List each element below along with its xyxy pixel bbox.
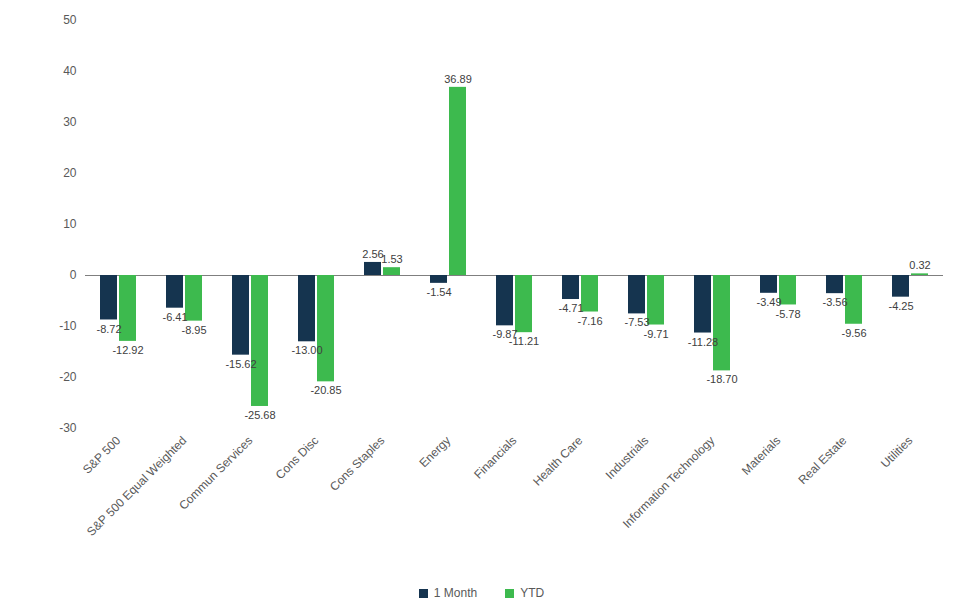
svg-text:Energy: Energy xyxy=(417,433,454,470)
svg-text:S&P 500 Equal Weighted: S&P 500 Equal Weighted xyxy=(84,433,189,538)
svg-text:10: 10 xyxy=(63,217,77,231)
svg-text:S&P 500: S&P 500 xyxy=(80,433,123,476)
svg-text:-15.62: -15.62 xyxy=(225,358,256,370)
svg-text:-13.00: -13.00 xyxy=(291,344,322,356)
svg-text:0: 0 xyxy=(70,268,77,282)
svg-text:-7.16: -7.16 xyxy=(577,315,602,327)
svg-text:-12.92: -12.92 xyxy=(112,344,143,356)
svg-text:-9.56: -9.56 xyxy=(841,327,866,339)
svg-text:50: 50 xyxy=(63,13,77,27)
svg-text:-11.28: -11.28 xyxy=(688,336,718,348)
svg-text:-30: -30 xyxy=(59,421,77,435)
svg-text:Cons Staples: Cons Staples xyxy=(327,433,387,493)
svg-text:Commun Services: Commun Services xyxy=(176,433,255,512)
svg-text:30: 30 xyxy=(63,115,77,129)
svg-text:Materials: Materials xyxy=(739,433,783,477)
svg-text:-4.25: -4.25 xyxy=(888,300,913,312)
svg-text:Financials: Financials xyxy=(471,433,519,481)
svg-text:Utilities: Utilities xyxy=(878,433,915,470)
svg-text:Health Care: Health Care xyxy=(530,433,585,488)
svg-text:-8.95: -8.95 xyxy=(181,324,206,336)
svg-text:Information Technology: Information Technology xyxy=(620,433,717,530)
svg-text:-9.87: -9.87 xyxy=(492,328,518,341)
svg-text:-4.71: -4.71 xyxy=(558,302,583,314)
svg-text:-20.85: -20.85 xyxy=(310,384,341,396)
html-text:YTD: YTD xyxy=(520,586,545,600)
svg-text:-20: -20 xyxy=(59,370,77,384)
svg-text:-8.72: -8.72 xyxy=(96,322,121,334)
svg-text:0.32: 0.32 xyxy=(909,259,930,271)
svg-text:36.89: 36.89 xyxy=(444,73,472,85)
html-text:1 Month: 1 Month xyxy=(433,586,478,600)
svg-text:-6.41: -6.41 xyxy=(162,311,187,323)
svg-text:2.56: 2.56 xyxy=(362,248,384,260)
svg-text:1.53: 1.53 xyxy=(381,253,402,265)
svg-text:Real Estate: Real Estate xyxy=(796,433,850,487)
svg-text:-3.56: -3.56 xyxy=(822,296,847,308)
svg-text:-3.49: -3.49 xyxy=(756,296,781,308)
svg-text:40: 40 xyxy=(63,64,77,78)
svg-text:-25.68: -25.68 xyxy=(244,409,275,421)
svg-text:-18.70: -18.70 xyxy=(706,373,737,385)
svg-text:-1.54: -1.54 xyxy=(426,286,451,298)
svg-text:-10: -10 xyxy=(59,319,77,333)
svg-text:-5.78: -5.78 xyxy=(775,307,800,319)
svg-text:-9.71: -9.71 xyxy=(643,328,668,340)
svg-text:Industrials: Industrials xyxy=(603,433,652,482)
svg-text:20: 20 xyxy=(63,166,77,180)
svg-text:-11.21: -11.21 xyxy=(509,335,539,347)
svg-text:-7.53: -7.53 xyxy=(624,316,650,329)
svg-text:Cons Disc: Cons Disc xyxy=(273,433,322,482)
